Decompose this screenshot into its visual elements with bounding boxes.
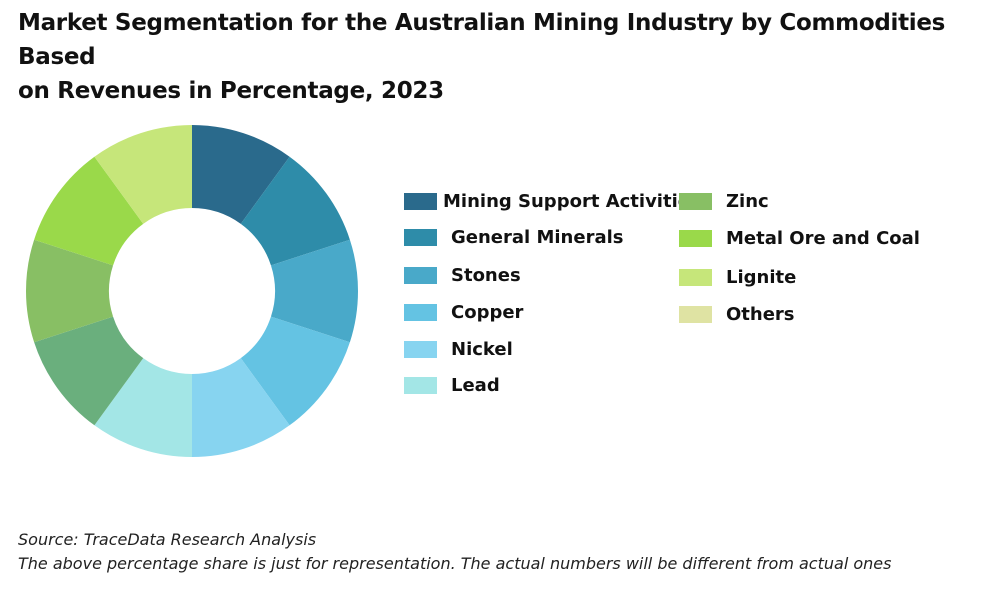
legend-label: Lignite [726, 266, 797, 288]
legend-item-general-minerals: General Minerals [404, 226, 623, 248]
legend-swatch [404, 266, 437, 284]
donut-slice [94, 125, 192, 224]
legend-swatch [404, 376, 437, 394]
legend-swatch [679, 305, 712, 323]
donut-slice [25, 239, 114, 343]
chart-title: Market Segmentation for the Australian M… [18, 6, 978, 108]
source-note: Source: TraceData Research Analysis [18, 530, 317, 549]
legend-label: Nickel [451, 338, 513, 360]
legend-swatch [679, 268, 712, 286]
legend-label: Zinc [726, 190, 769, 212]
legend-item-lead: Lead [404, 374, 500, 396]
donut-slice [240, 316, 350, 426]
legend-item-mining-support-activities: Mining Support Activities [404, 190, 701, 212]
donut-slice [34, 156, 144, 266]
legend-item-copper: Copper [404, 301, 523, 323]
legend-label: Stones [451, 264, 521, 286]
donut-slice [192, 125, 290, 224]
donut-slice [270, 239, 359, 343]
donut-slice [34, 316, 144, 426]
donut-slice [94, 358, 192, 457]
donut-chart [25, 125, 359, 457]
legend-swatch [679, 229, 712, 247]
legend-item-lignite: Lignite [679, 266, 796, 288]
legend-label: Others [726, 303, 795, 325]
legend-item-metal-ore-and-coal: Metal Ore and Coal [679, 227, 920, 249]
legend-label: Mining Support Activities [443, 190, 701, 212]
legend-swatch [404, 340, 437, 358]
chart-title-line-2: on Revenues in Percentage, 2023 [18, 78, 444, 104]
legend-label: General Minerals [451, 226, 624, 248]
legend-item-nickel: Nickel [404, 338, 513, 360]
legend-swatch [404, 303, 437, 321]
legend-label: Copper [451, 301, 524, 323]
legend-item-zinc: Zinc [679, 190, 769, 212]
legend-swatch [404, 192, 437, 210]
legend-swatch [404, 228, 437, 246]
legend-swatch [679, 192, 712, 210]
footer: Source: TraceData Research Analysis The … [18, 528, 891, 576]
donut-slice [192, 358, 290, 457]
disclaimer-note: The above percentage share is just for r… [18, 554, 892, 573]
donut-slice [240, 156, 350, 266]
legend-label: Lead [451, 374, 500, 396]
legend-label: Metal Ore and Coal [726, 227, 920, 249]
chart-title-line-1: Market Segmentation for the Australian M… [18, 10, 946, 70]
legend-item-stones: Stones [404, 264, 521, 286]
legend-item-others: Others [679, 303, 795, 325]
